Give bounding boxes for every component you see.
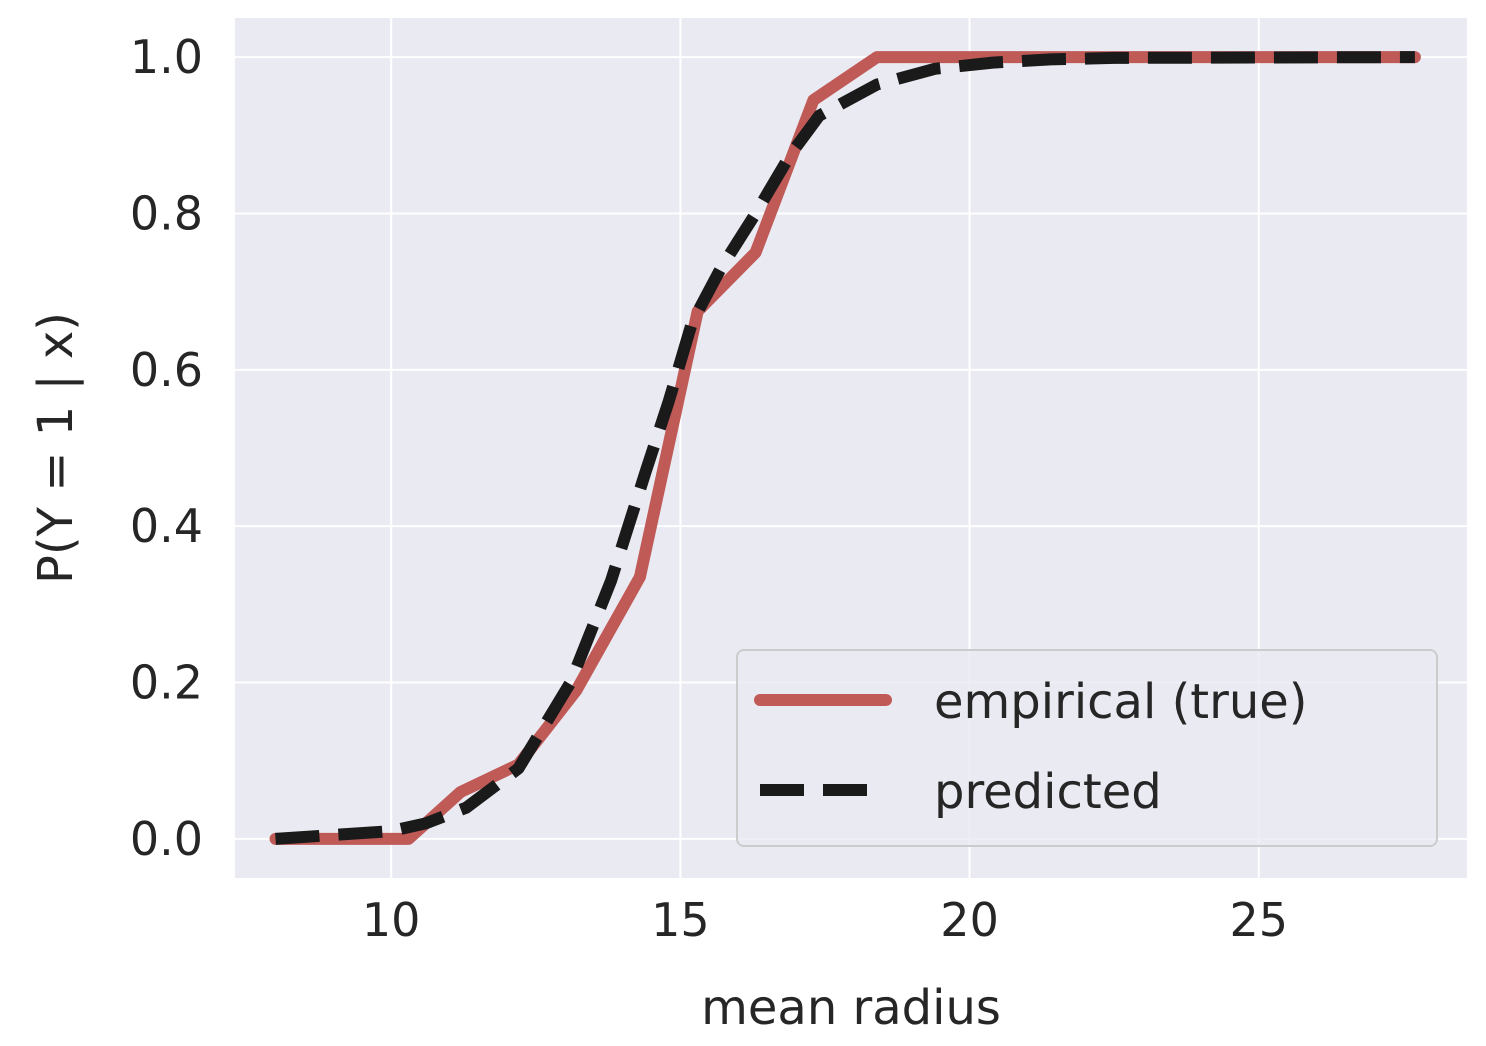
legend: empirical (true) predicted bbox=[736, 649, 1438, 847]
y-tick-label: 0.0 bbox=[130, 812, 203, 866]
x-axis-label: mean radius bbox=[701, 980, 1001, 1036]
series-line-empirical bbox=[269, 51, 1421, 845]
series-line-predicted bbox=[275, 51, 1415, 845]
series-layer bbox=[269, 51, 1421, 845]
y-tick-label: 0.4 bbox=[130, 499, 203, 553]
legend-label-empirical: empirical (true) bbox=[934, 674, 1308, 730]
tick-labels: 10 15 20 25 0.0 0.2 0.4 0.6 0.8 1.0 bbox=[130, 30, 1288, 947]
legend-label-predicted: predicted bbox=[934, 764, 1162, 820]
x-tick-label: 20 bbox=[940, 893, 999, 947]
x-tick-label: 10 bbox=[362, 893, 421, 947]
legend-box bbox=[736, 649, 1438, 847]
x-tick-label: 15 bbox=[651, 893, 710, 947]
y-tick-label: 0.6 bbox=[130, 343, 203, 397]
x-tick-label: 25 bbox=[1230, 893, 1289, 947]
y-tick-label: 0.8 bbox=[130, 186, 203, 240]
y-tick-label: 0.2 bbox=[130, 656, 203, 710]
y-axis-label: P(Y = 1 | x) bbox=[28, 312, 84, 584]
y-tick-label: 1.0 bbox=[130, 30, 203, 84]
